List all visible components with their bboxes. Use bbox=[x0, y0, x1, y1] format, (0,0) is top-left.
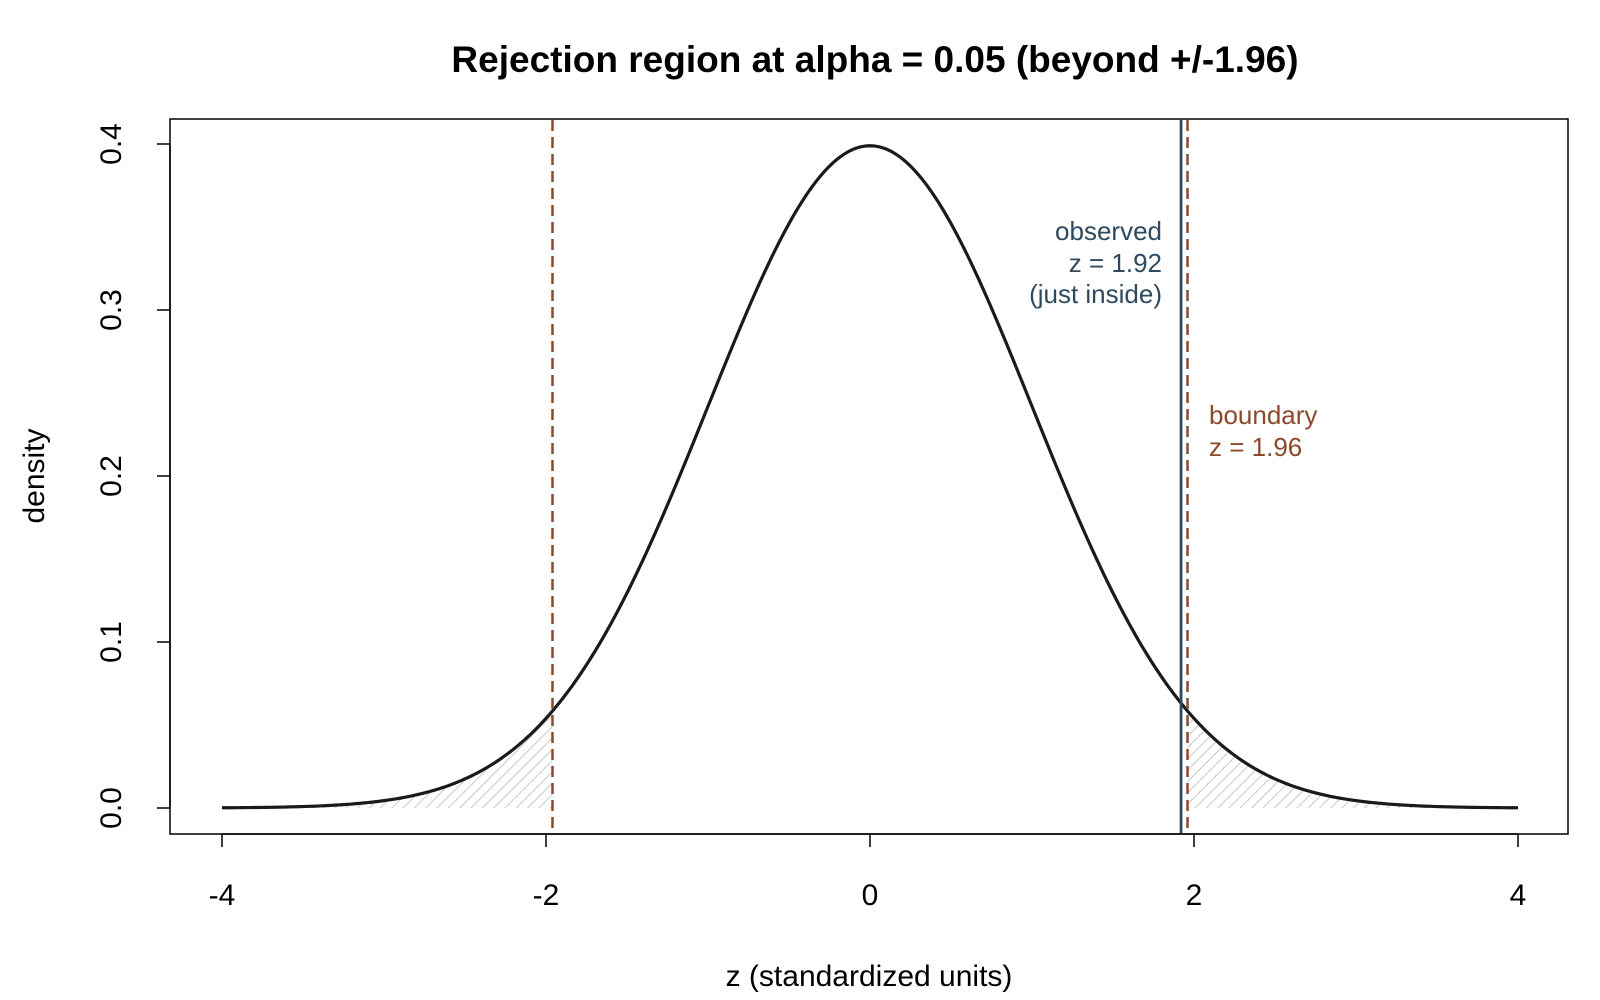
y-tick-label: 0.3 bbox=[95, 289, 128, 331]
x-tick-label: 0 bbox=[862, 879, 879, 912]
x-tick-label: -2 bbox=[533, 879, 560, 912]
x-tick-label: -4 bbox=[209, 879, 236, 912]
x-tick-label: 4 bbox=[1510, 879, 1527, 912]
y-tick-label: 0.1 bbox=[95, 621, 128, 663]
x-axis: -4 -2 0 2 4 bbox=[209, 833, 1527, 912]
chart-title: Rejection region at alpha = 0.05 (beyond… bbox=[451, 39, 1298, 80]
y-tick-label: 0.0 bbox=[95, 787, 128, 829]
y-axis: 0.0 0.1 0.2 0.3 0.4 bbox=[95, 123, 171, 829]
boundary-annotation-line: boundary bbox=[1209, 400, 1317, 430]
x-axis-label: z (standardized units) bbox=[726, 960, 1013, 993]
y-tick-label: 0.4 bbox=[95, 123, 128, 165]
x-tick-label: 2 bbox=[1186, 879, 1203, 912]
plot-frame bbox=[169, 118, 1569, 835]
boundary-annotation-line: z = 1.96 bbox=[1209, 432, 1302, 462]
plot-area bbox=[221, 120, 1519, 833]
y-tick-label: 0.2 bbox=[95, 455, 128, 497]
observed-annotation-line: (just inside) bbox=[1029, 279, 1162, 309]
observed-annotation-line: observed bbox=[1055, 216, 1162, 246]
density-curve bbox=[221, 144, 1519, 810]
rejection-region-left bbox=[222, 710, 553, 808]
rejection-region-right bbox=[1187, 710, 1518, 808]
observed-annotation-line: z = 1.92 bbox=[1069, 248, 1162, 278]
y-axis-label: density bbox=[18, 428, 51, 523]
